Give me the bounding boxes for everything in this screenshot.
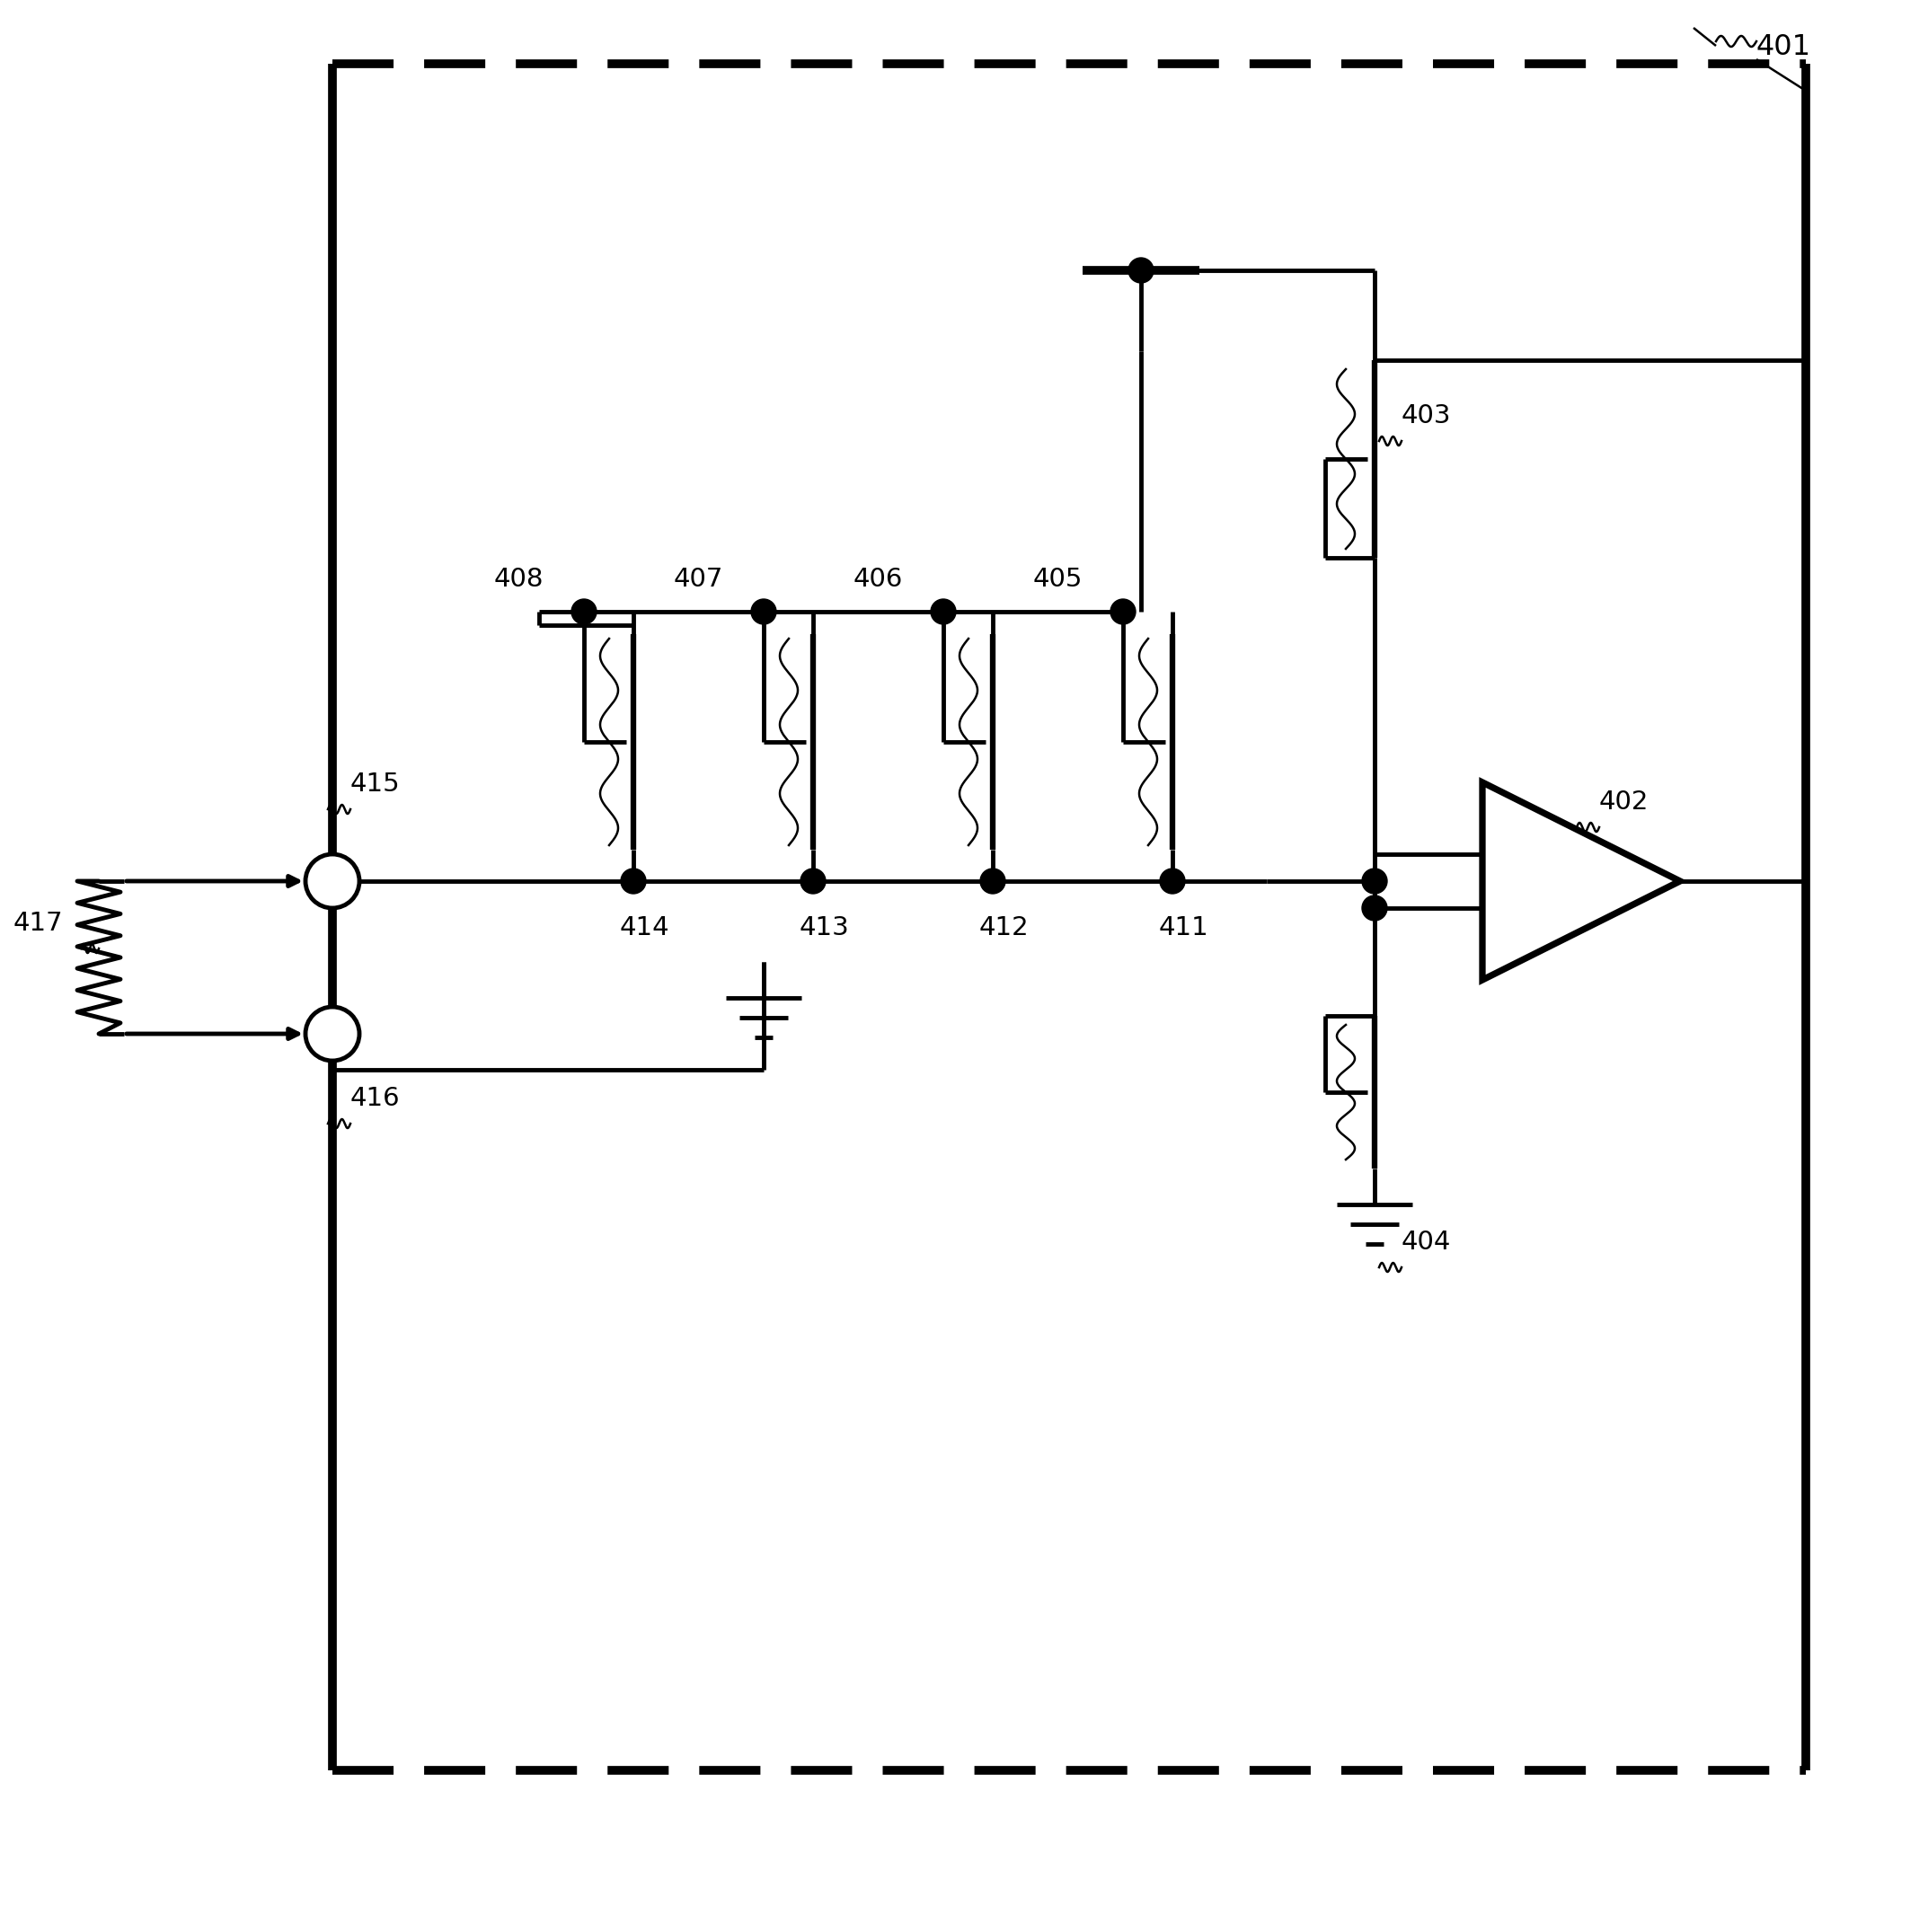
Circle shape (1361, 896, 1386, 922)
Text: 413: 413 (800, 916, 850, 941)
Text: 417: 417 (13, 910, 64, 935)
Circle shape (571, 599, 596, 624)
Text: 405: 405 (1033, 566, 1084, 591)
Text: 404: 404 (1402, 1229, 1452, 1254)
Circle shape (979, 869, 1004, 895)
Circle shape (320, 869, 345, 895)
Text: 412: 412 (979, 916, 1030, 941)
Circle shape (621, 869, 646, 895)
Circle shape (931, 599, 956, 624)
Text: 408: 408 (494, 566, 544, 591)
Text: 411: 411 (1159, 916, 1209, 941)
Text: 401: 401 (1756, 33, 1810, 62)
Text: 406: 406 (854, 566, 902, 591)
Text: 402: 402 (1598, 790, 1648, 815)
Circle shape (752, 599, 777, 624)
Circle shape (800, 869, 825, 895)
Circle shape (1128, 257, 1153, 282)
Text: 407: 407 (673, 566, 723, 591)
Circle shape (1161, 869, 1186, 895)
Text: 416: 416 (351, 1086, 401, 1111)
Circle shape (1361, 869, 1386, 895)
Text: 414: 414 (621, 916, 669, 941)
Text: 415: 415 (351, 771, 401, 796)
Text: 403: 403 (1402, 404, 1452, 429)
Circle shape (305, 854, 359, 908)
Circle shape (1111, 599, 1136, 624)
Circle shape (305, 1007, 359, 1061)
